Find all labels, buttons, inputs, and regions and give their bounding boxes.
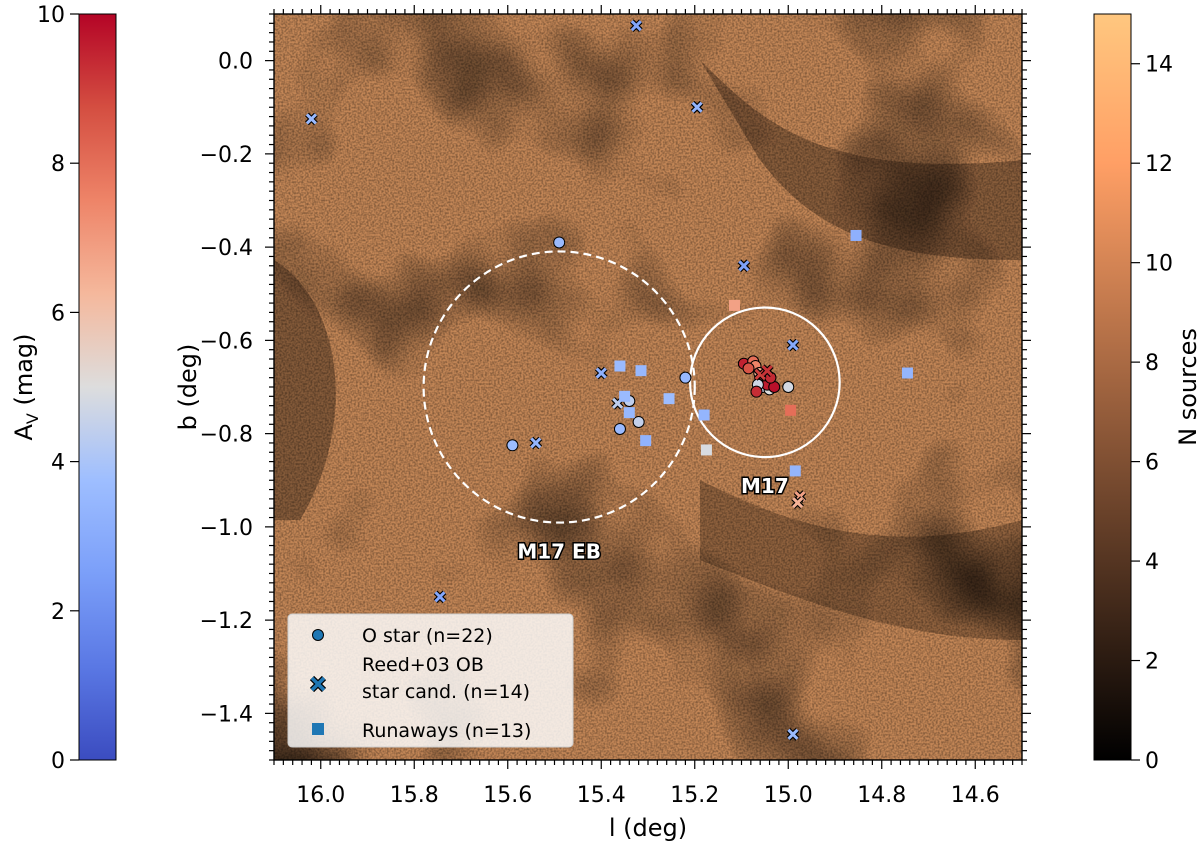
regions: M17 EB M17 [422, 250, 841, 565]
legend-square-icon [312, 723, 324, 735]
legend: O star (n=22) Reed+03 OB star cand. (n=1… [287, 613, 574, 748]
runaway-point [850, 229, 862, 241]
x-tick-label: 16.0 [296, 783, 345, 808]
legend-label-reed-1: Reed+03 OB [362, 654, 484, 676]
legend-label-runaways: Runaways (n=13) [362, 720, 531, 742]
colorbar-tick-label: 4 [1145, 550, 1159, 575]
region-circle [422, 250, 696, 524]
colorbar-tick-label: 14 [1145, 53, 1173, 78]
y-tick-label: 0.0 [218, 50, 253, 75]
colorbar-av: 0 2 4 6 8 10 AV (mag) [10, 3, 117, 774]
x-axis-label: l (deg) [609, 814, 687, 842]
region-label: M17 EB [517, 540, 601, 564]
region-label: M17 [741, 474, 789, 498]
x-tick-labels: 16.0 15.8 15.6 15.4 15.2 15.0 14.8 14.6 [296, 783, 999, 808]
runaway-point [640, 435, 652, 447]
o-star-point [506, 439, 519, 452]
runaway-point [623, 407, 635, 419]
y-tick-label: −0.4 [200, 236, 253, 261]
o-star-point [613, 422, 626, 435]
runaway-point [614, 360, 626, 372]
legend-x-icon [310, 676, 326, 692]
reed-candidate-point [433, 590, 447, 604]
runaway-point [789, 465, 801, 477]
colorbar-n-bar [1093, 13, 1132, 761]
runaway-point [619, 390, 631, 402]
colorbar-av-ticks: 0 2 4 6 8 10 [37, 3, 79, 774]
y-tick-labels: 0.0 −0.2 −0.4 −0.6 −0.8 −1.0 −1.2 −1.4 [200, 50, 253, 728]
reed-candidate-point [760, 364, 774, 378]
y-tick-label: −1.4 [200, 702, 253, 727]
colorbar-tick-label: 10 [1145, 252, 1173, 277]
axis-ticks [265, 5, 1031, 769]
runaway-point [728, 299, 740, 311]
o-star-point [742, 362, 755, 375]
reed-candidate-point [305, 112, 318, 126]
colorbar-av-label: AV (mag) [10, 333, 42, 440]
runaway-point [785, 404, 797, 416]
colorbar-n-ticks: 0 2 4 6 8 10 12 14 [1131, 53, 1173, 774]
x-tick-label: 15.4 [577, 783, 626, 808]
y-tick-label: −1.2 [200, 609, 253, 634]
reed-candidate-point [594, 366, 608, 380]
colorbar-tick-label: 6 [1145, 451, 1159, 476]
o-star-point [750, 385, 763, 398]
x-tick-label: 15.8 [390, 783, 439, 808]
legend-circle-icon [312, 629, 324, 641]
x-tick-label: 14.6 [951, 783, 1000, 808]
runaway-point [663, 393, 675, 405]
points [305, 19, 913, 741]
reed-candidate-point [791, 496, 804, 509]
colorbar-tick-label: 2 [51, 600, 65, 625]
colorbar-tick-label: 0 [51, 749, 65, 774]
colorbar-tick-label: 10 [37, 3, 65, 28]
colorbar-tick-label: 12 [1145, 152, 1173, 177]
colorbar-tick-label: 8 [51, 152, 65, 177]
runaway-point [700, 444, 712, 456]
o-star-point [632, 415, 645, 428]
reed-candidate-point [529, 436, 543, 450]
o-star-point [553, 236, 566, 249]
reed-candidate-point [737, 259, 751, 273]
y-tick-label: −0.6 [200, 329, 253, 354]
colorbar-tick-label: 2 [1145, 650, 1159, 675]
reed-candidate-point [786, 728, 800, 741]
colorbar-av-bar [78, 13, 117, 761]
colorbar-tick-label: 4 [51, 451, 65, 476]
reed-candidate-point [629, 19, 643, 32]
colorbar-tick-label: 6 [51, 301, 65, 326]
o-star-point [782, 381, 795, 393]
legend-box [287, 613, 574, 748]
y-tick-label: −1.0 [200, 516, 253, 541]
x-tick-label: 15.6 [483, 783, 532, 808]
x-tick-label: 14.8 [857, 783, 906, 808]
y-tick-label: −0.8 [200, 423, 253, 448]
runaway-point [698, 409, 710, 421]
colorbar-n-label: N sources [1174, 328, 1200, 446]
colorbar-tick-label: 0 [1145, 749, 1159, 774]
x-tick-label: 15.2 [670, 783, 719, 808]
x-tick-label: 15.0 [764, 783, 813, 808]
o-star-point [679, 371, 692, 384]
runaway-point [901, 367, 913, 379]
reed-candidate-point [690, 100, 704, 114]
colorbar-tick-label: 8 [1145, 351, 1159, 376]
y-tick-label: −0.2 [200, 143, 253, 168]
colorbar-n: 0 2 4 6 8 10 12 14 N sources [1093, 13, 1200, 774]
region-circle [688, 306, 841, 459]
reed-candidate-point [786, 338, 800, 352]
legend-label-reed-2: star cand. (n=14) [362, 681, 530, 703]
legend-label-ostar: O star (n=22) [362, 625, 493, 647]
runaway-point [635, 365, 647, 377]
y-axis-label: b (deg) [174, 344, 202, 431]
